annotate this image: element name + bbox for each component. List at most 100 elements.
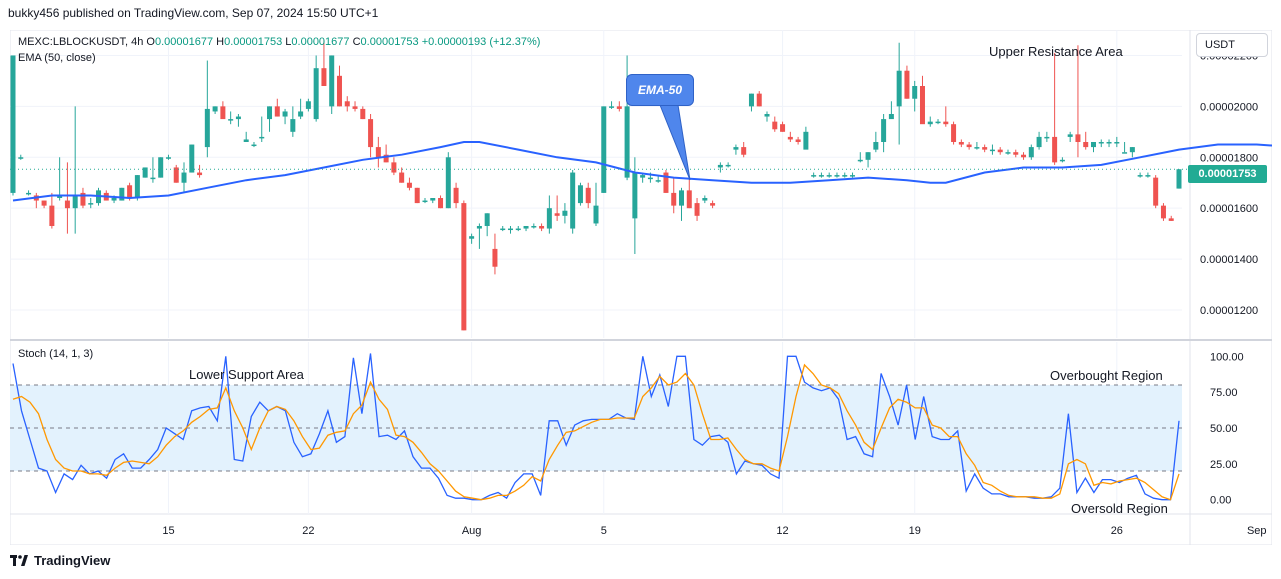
candle-body [290, 119, 296, 132]
candle-body [507, 228, 513, 231]
candle-body [546, 208, 552, 229]
currency-selector[interactable]: USDT [1196, 33, 1268, 57]
chart-area[interactable]: 1522Aug5121926Sep790.000012000.000014000… [10, 30, 1272, 545]
candle-body [274, 106, 280, 117]
price-tick-label: 0.00001800 [1200, 152, 1258, 164]
candle-body [64, 200, 70, 209]
ema-legend[interactable]: EMA (50, close) [18, 52, 96, 64]
candle-body [1137, 175, 1143, 177]
candle-body [881, 119, 887, 142]
candle-body [1145, 175, 1151, 177]
candle-body [1036, 136, 1042, 148]
stoch-tick-label: 100.00 [1210, 351, 1244, 363]
candle-body [344, 101, 350, 107]
time-tick-label: 22 [302, 525, 314, 537]
candle-body [958, 142, 964, 145]
candle-body [927, 121, 933, 125]
candle-body [671, 192, 677, 206]
time-tick-label: 5 [601, 525, 607, 537]
candle-body [127, 185, 133, 198]
candle-body [1067, 134, 1073, 137]
candle-body [733, 147, 739, 150]
candle-body [710, 203, 716, 206]
candle-body [375, 147, 381, 158]
candle-body [88, 203, 94, 205]
candle-body [562, 210, 568, 216]
candle-body [1129, 147, 1135, 153]
open-key: O [146, 36, 155, 48]
brand-label: TradingView [34, 553, 111, 568]
time-tick-label: 12 [776, 525, 788, 537]
candle-body [352, 106, 358, 109]
open-value: 0.00001677 [154, 36, 214, 48]
candle-body [577, 185, 583, 204]
oversold-label: Oversold Region [1071, 501, 1168, 516]
candle-body [251, 144, 257, 147]
stoch-legend[interactable]: Stoch (14, 1, 3) [18, 348, 94, 360]
chart-canvas[interactable]: 1522Aug5121926Sep790.000012000.000014000… [10, 30, 1272, 545]
candle-body [1176, 169, 1182, 189]
candle-body [220, 106, 226, 120]
time-tick-label: 15 [162, 525, 174, 537]
candle-body [787, 136, 793, 140]
candle-body [974, 147, 980, 149]
candle-body [842, 175, 848, 177]
candle-body [243, 139, 249, 142]
ema-callout: EMA-50 [626, 74, 694, 106]
stoch-line [12, 353, 1180, 501]
stoch-tick-label: 25.00 [1210, 459, 1238, 471]
high-value: 0.00001753 [224, 36, 283, 48]
close-key: C [352, 36, 361, 48]
candle-body [1005, 152, 1011, 154]
candle-body [235, 116, 241, 120]
candle-body [850, 175, 856, 177]
candle-body [1059, 159, 1065, 162]
candle-body [896, 70, 902, 107]
candle-body [1106, 142, 1112, 144]
candle-body [539, 226, 545, 229]
price-tick-label: 0.00001200 [1200, 305, 1258, 317]
candle-body [982, 147, 988, 150]
candle-body [445, 157, 451, 209]
upper-resistance-label: Upper Resistance Area [989, 44, 1123, 59]
candle-body [780, 124, 786, 132]
candle-body [997, 149, 1003, 153]
candle-body [158, 157, 164, 178]
candle-body [267, 106, 273, 120]
candle-body [803, 131, 809, 150]
time-tick-label: 19 [909, 525, 921, 537]
candle-body [228, 119, 234, 121]
symbol-label[interactable]: MEXC:LBLOCKUSDT, 4h [18, 36, 144, 48]
candle-body [989, 149, 995, 152]
tradingview-logo-icon [10, 554, 28, 566]
candle-body [18, 157, 24, 159]
candle-body [484, 213, 490, 226]
candle-body [873, 142, 879, 150]
candle-body [818, 175, 824, 177]
candle-body [469, 236, 475, 239]
candle-body [663, 172, 669, 193]
candle-body [461, 203, 467, 331]
candle-body [500, 228, 506, 231]
candle-body [624, 106, 630, 178]
tradingview-footer[interactable]: TradingView [10, 553, 110, 568]
candle-body [181, 172, 187, 183]
candle-body [811, 175, 817, 177]
candle-body [702, 198, 708, 201]
candle-body [391, 162, 397, 173]
candle-body [321, 68, 327, 86]
candle-body [834, 175, 840, 177]
candle-body [134, 175, 140, 198]
candle-body [414, 187, 420, 204]
candle-body [26, 192, 32, 195]
candle-body [966, 144, 972, 148]
candle-body [282, 111, 288, 117]
candle-body [904, 70, 910, 99]
ema50-line [12, 141, 1272, 202]
candle-body [329, 55, 335, 107]
candle-body [1098, 142, 1104, 144]
candle-body [80, 192, 86, 206]
candle-body [422, 200, 428, 203]
candle-body [686, 190, 692, 209]
candle-body [725, 164, 731, 167]
